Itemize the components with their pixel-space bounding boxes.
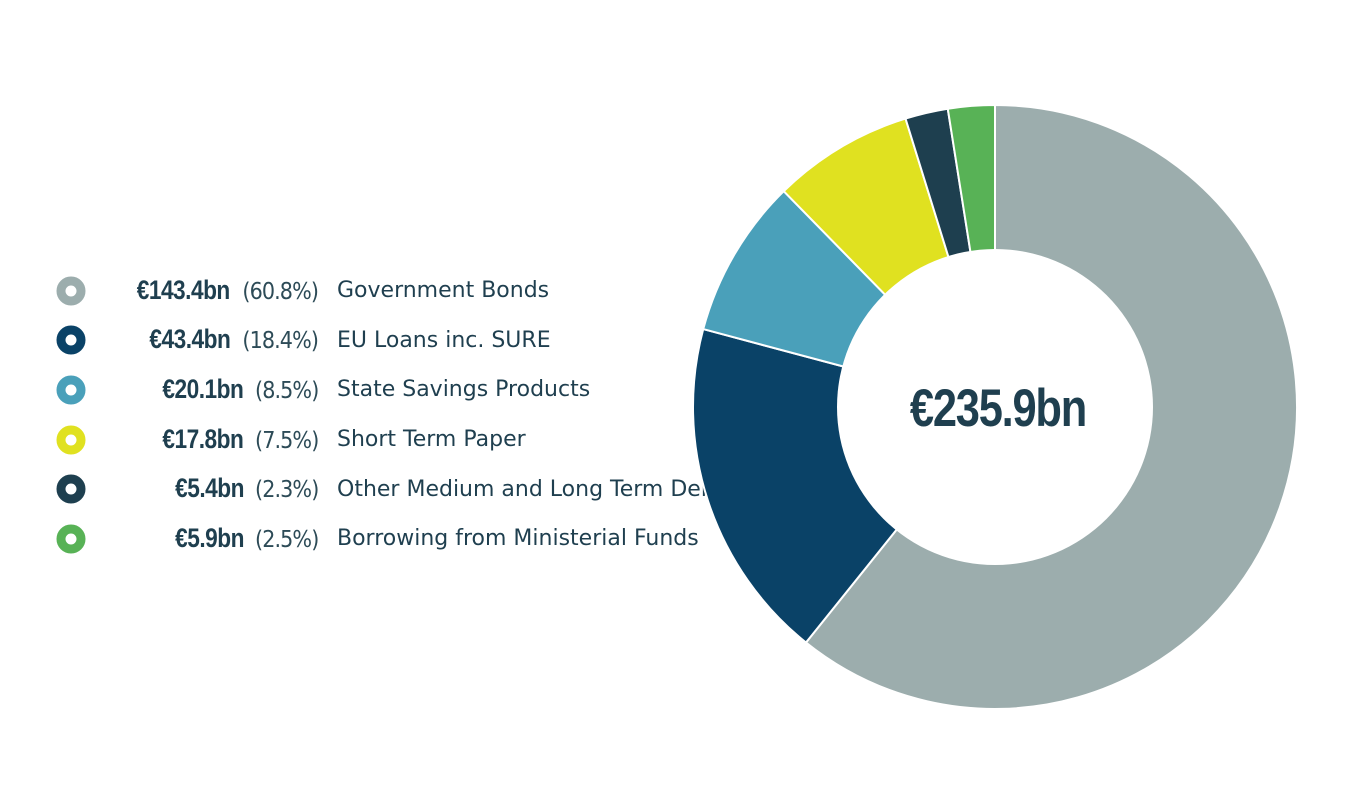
legend-amount-borrowing-ministerial-funds: €5.9bn	[174, 522, 244, 553]
legend-percent-short-term-paper: (7.5%)	[254, 427, 319, 454]
legend-marker-government-bonds	[56, 276, 86, 306]
donut-slice-government-bonds	[804, 103, 1298, 710]
legend-marker-ring-other-medium-long-term-debt	[56, 474, 86, 504]
legend-amount-state-savings-products: €20.1bn	[162, 373, 244, 404]
legend-marker-state-savings-products	[56, 375, 86, 405]
legend-item-eu-loans: €43.4bn (18.4%) EU Loans inc. SURE	[56, 316, 706, 366]
legend-value-group-other-medium-long-term-debt: €5.4bn (2.3%)	[86, 472, 319, 506]
legend-value-group-eu-loans: €43.4bn (18.4%)	[86, 323, 319, 357]
legend-amount-eu-loans: €43.4bn	[149, 324, 230, 355]
legend-label-borrowing-ministerial-funds: Borrowing from Ministerial Funds	[337, 526, 699, 552]
legend-amount-other-medium-long-term-debt: €5.4bn	[174, 473, 244, 504]
legend-marker-borrowing-ministerial-funds	[56, 524, 86, 554]
legend-label-short-term-paper: Short Term Paper	[337, 427, 526, 453]
donut-slices	[692, 103, 1298, 710]
legend-marker-short-term-paper	[56, 425, 86, 455]
legend-amount-government-bonds: €143.4bn	[136, 274, 231, 305]
legend-label-government-bonds: Government Bonds	[337, 278, 550, 304]
legend-label-eu-loans: EU Loans inc. SURE	[337, 327, 551, 353]
legend-amount-short-term-paper: €17.8bn	[162, 423, 244, 454]
legend-value-group-borrowing-ministerial-funds: €5.9bn (2.5%)	[86, 522, 319, 556]
legend-marker-ring-eu-loans	[56, 325, 86, 355]
legend-marker-ring-short-term-paper	[56, 425, 86, 455]
legend-item-state-savings-products: €20.1bn (8.5%) State Savings Products	[56, 365, 706, 415]
legend-percent-eu-loans: (18.4%)	[242, 328, 319, 355]
legend-value-group-short-term-paper: €17.8bn (7.5%)	[86, 423, 319, 457]
donut-center-hole	[837, 249, 1153, 565]
donut-slice-other-medium-long-term-debt	[904, 107, 996, 408]
legend-percent-other-medium-long-term-debt: (2.3%)	[254, 477, 319, 504]
donut-slice-eu-loans	[692, 327, 997, 644]
legend-item-short-term-paper: €17.8bn (7.5%) Short Term Paper	[56, 415, 706, 465]
legend-label-other-medium-long-term-debt: Other Medium and Long Term Debt	[337, 476, 724, 502]
legend-marker-eu-loans	[56, 325, 86, 355]
legend-marker-ring-borrowing-ministerial-funds	[56, 524, 86, 554]
legend-item-borrowing-ministerial-funds: €5.9bn (2.5%) Borrowing from Ministerial …	[56, 514, 706, 564]
chart-legend: €143.4bn (60.8%) Government Bonds €43.4bn…	[56, 266, 723, 564]
legend-marker-other-medium-long-term-debt	[56, 474, 86, 504]
legend-item-other-medium-long-term-debt: €5.4bn (2.3%) Other Medium and Long Term …	[56, 464, 723, 514]
donut-center-total: €235.9bn	[910, 379, 1086, 438]
legend-value-group-government-bonds: €143.4bn (60.8%)	[86, 274, 319, 308]
donut-slice-borrowing-ministerial-funds	[946, 103, 996, 408]
legend-percent-government-bonds: (60.8%)	[242, 278, 319, 305]
donut-slice-short-term-paper	[782, 117, 996, 408]
legend-value-group-state-savings-products: €20.1bn (8.5%)	[86, 373, 319, 407]
legend-percent-state-savings-products: (8.5%)	[254, 377, 319, 404]
donut-slice-state-savings-products	[701, 189, 999, 409]
legend-marker-ring-government-bonds	[56, 276, 86, 306]
legend-label-state-savings-products: State Savings Products	[337, 377, 591, 403]
legend-percent-borrowing-ministerial-funds: (2.5%)	[254, 526, 319, 553]
legend-item-government-bonds: €143.4bn (60.8%) Government Bonds	[56, 266, 706, 316]
legend-marker-ring-state-savings-products	[56, 375, 86, 405]
